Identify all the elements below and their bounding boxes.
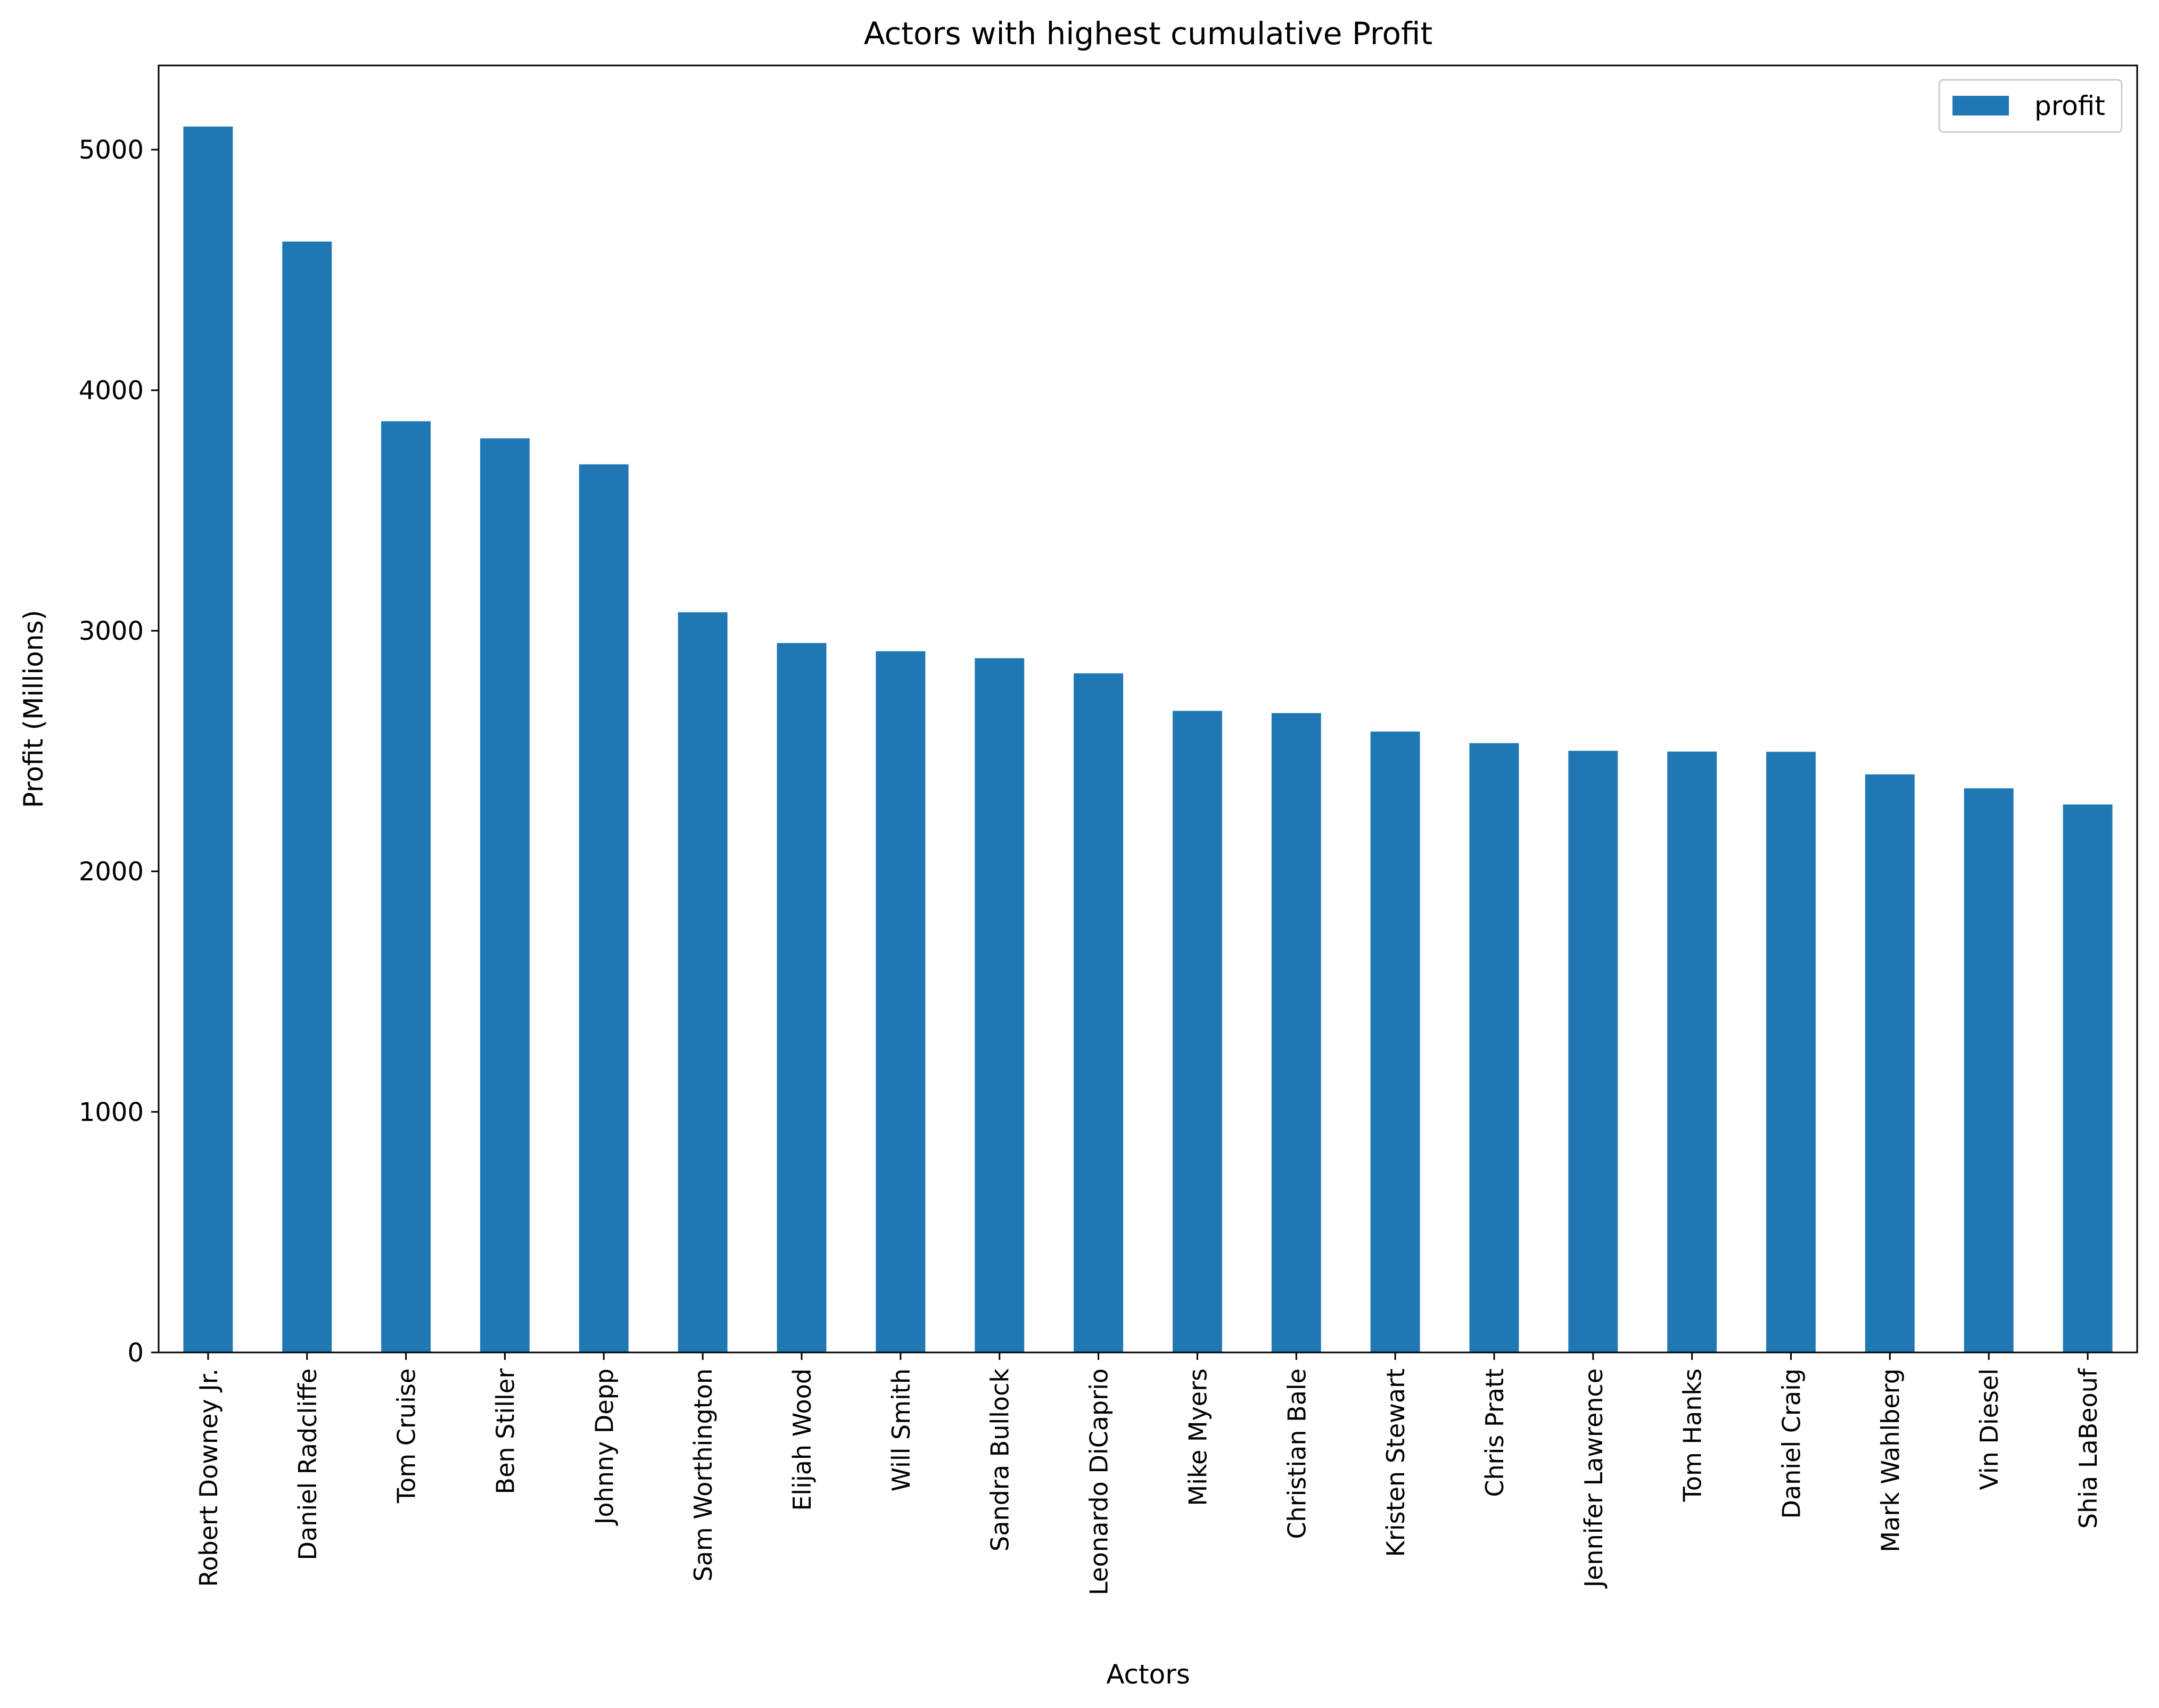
x-tick-label: Tom Hanks	[1678, 1368, 1707, 1502]
x-tick-label: Daniel Radcliffe	[293, 1368, 322, 1560]
legend: profit	[1938, 79, 2123, 133]
y-tick-label: 0	[127, 1338, 144, 1368]
bar	[579, 464, 629, 1352]
bar	[480, 438, 530, 1352]
x-tick-label: Kristen Stewart	[1381, 1368, 1410, 1557]
bar	[282, 241, 332, 1352]
chart-title: Actors with highest cumulative Profit	[864, 15, 1432, 52]
x-tick-label: Chris Pratt	[1480, 1368, 1509, 1497]
legend-label-profit: profit	[2034, 90, 2105, 121]
y-axis-label: Profit (Millions)	[18, 610, 49, 808]
x-tick-label: Elijah Wood	[788, 1368, 817, 1511]
x-tick-label: Sam Worthington	[689, 1368, 718, 1581]
legend-box	[1938, 79, 2123, 133]
bar	[1074, 673, 1124, 1352]
x-tick-label: Christian Bale	[1282, 1368, 1311, 1539]
bar	[1865, 774, 1915, 1352]
axes-frame	[158, 64, 2138, 1354]
x-tick-label: Daniel Craig	[1777, 1368, 1806, 1519]
y-tick-label: 5000	[79, 135, 144, 165]
y-tick-label: 1000	[79, 1098, 144, 1127]
bar	[777, 643, 827, 1352]
x-tick-label: Vin Diesel	[1975, 1368, 2004, 1490]
bar	[2063, 804, 2113, 1352]
bar	[1271, 713, 1321, 1352]
x-tick-label: Shia LaBeouf	[2074, 1367, 2103, 1529]
x-tick-label: Ben Stiller	[491, 1368, 520, 1495]
bar	[381, 421, 431, 1353]
y-tick-label: 3000	[79, 616, 144, 646]
bar	[1766, 752, 1816, 1352]
x-tick-label: Johnny Depp	[590, 1368, 619, 1526]
bar	[183, 126, 233, 1352]
y-axis-ticks: 0 1000 2000 3000 4000 5000	[79, 135, 159, 1368]
x-tick-label: Tom Cruise	[392, 1368, 421, 1504]
bar	[975, 658, 1025, 1352]
x-axis-ticks: Robert Downey Jr. Daniel Radcliffe Tom Cru…	[194, 1352, 2103, 1595]
bars-layer	[183, 126, 2113, 1353]
bar	[1568, 750, 1618, 1352]
bar	[876, 651, 926, 1352]
bar	[1964, 788, 2014, 1352]
x-tick-label: Robert Downey Jr.	[194, 1368, 223, 1587]
y-tick-label: 4000	[79, 376, 144, 406]
x-tick-label: Will Smith	[887, 1368, 916, 1491]
x-tick-label: Jennifer Lawrence	[1579, 1368, 1608, 1589]
x-tick-label: Mike Myers	[1183, 1368, 1212, 1506]
bar	[678, 612, 728, 1352]
x-tick-label: Sandra Bullock	[986, 1368, 1015, 1552]
bar	[1667, 752, 1717, 1352]
x-tick-label: Mark Wahlberg	[1876, 1368, 1905, 1553]
x-tick-label: Leonardo DiCaprio	[1085, 1368, 1114, 1595]
y-tick-label: 2000	[79, 857, 144, 887]
bar	[1172, 711, 1222, 1352]
bar	[1469, 743, 1519, 1352]
legend-swatch-profit	[1952, 96, 2009, 115]
bar	[1370, 731, 1420, 1352]
x-axis-label: Actors	[1106, 1659, 1190, 1690]
